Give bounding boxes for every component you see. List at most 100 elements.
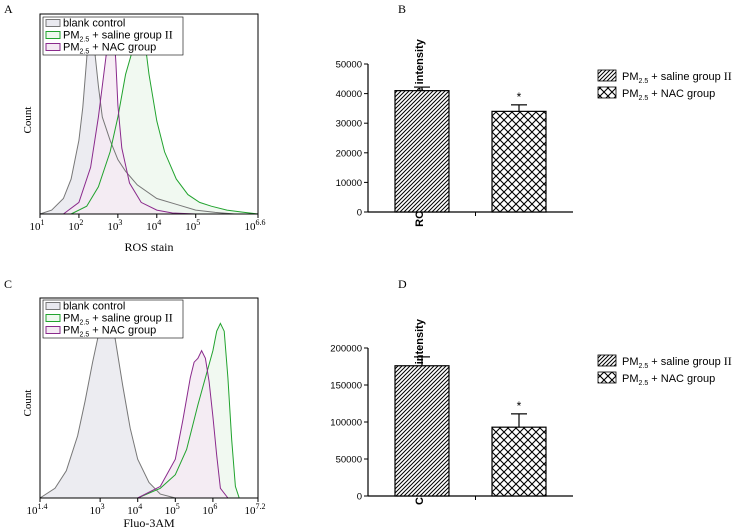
histogram-c-frame xyxy=(39,297,259,499)
hist-a-tick-label: 101 xyxy=(30,218,45,233)
bar-b-nac xyxy=(491,110,547,213)
bar-b-y-tick-label: 20000 xyxy=(336,148,362,159)
legend-d-nac-label: PM2.5 + NAC group xyxy=(622,373,715,387)
bar-d-y-tick-label: 200000 xyxy=(330,344,362,355)
legend-a-swatch-blank xyxy=(45,19,61,27)
legend-d-swatch-nac xyxy=(597,371,617,384)
bar-b-y-tick-label: 0 xyxy=(357,208,362,219)
legend-a-nac-pm: PM xyxy=(63,42,80,54)
histogram-a-frame xyxy=(39,13,259,215)
hist-c-tick-label: 103 xyxy=(90,502,105,517)
legend-c-swatch-nac xyxy=(45,326,61,334)
hist-c-line-nac xyxy=(137,349,229,499)
legend-a-nac-label: PM2.5 + NAC group xyxy=(63,42,156,56)
bar-b-plot: 0 10000 20000 30000 40000 50000 * xyxy=(336,60,573,219)
legend-a-nac-sub: 2.5 xyxy=(80,49,90,56)
legend-d-saline-sub: 2.5 xyxy=(639,363,649,370)
legend-d-saline-suffix: + saline group xyxy=(648,356,724,368)
legend-d-nac-suffix: + NAC group xyxy=(648,373,715,385)
bar-d-plot: 0 50000 100000 150000 200000 * xyxy=(330,344,573,503)
legend-b-saline-sub: 2.5 xyxy=(639,78,649,85)
legend-a-blank-label: blank control xyxy=(63,18,125,30)
legend-b-nac-sub: 2.5 xyxy=(639,95,649,102)
histogram-a-y-label: Count xyxy=(22,107,34,134)
legend-c-blank-label: blank control xyxy=(63,301,125,313)
legend-a-saline-suffix: + saline group xyxy=(89,30,165,42)
legend-d-saline-label: PM2.5 + saline group II xyxy=(622,354,732,370)
legend-b-swatch-nac xyxy=(597,86,617,99)
histogram-c-x-label: Fluo-3AM xyxy=(123,516,175,530)
legend-d-saline-roman: II xyxy=(724,354,732,368)
legend-c-nac-label: PM2.5 + NAC group xyxy=(63,325,156,339)
hist-c-fill-blank xyxy=(40,305,176,498)
histogram-a-x-ticks: 101 102 103 104 105 106.6 xyxy=(30,214,266,233)
histogram-a-curves xyxy=(39,21,259,215)
panel-label-c: C xyxy=(4,277,12,291)
legend-b-saline-pm: PM xyxy=(622,71,639,83)
legend-c-saline-suffix: + saline group xyxy=(89,313,165,325)
legend-c-saline-roman: II xyxy=(165,311,173,325)
bar-d-legend: PM2.5 + saline group II PM2.5 + NAC grou… xyxy=(597,354,732,387)
legend-d-nac-sub: 2.5 xyxy=(639,380,649,387)
legend-a-saline-label: PM2.5 + saline group II xyxy=(63,28,173,44)
histogram-a-x-label: ROS stain xyxy=(124,240,173,254)
histogram-panel-c: 101.4 103 104 105 106 107.2 Count Fluo-3AM bl… xyxy=(22,297,266,530)
hist-c-tick-label: 105 xyxy=(165,502,180,517)
legend-a-saline-roman: II xyxy=(165,28,173,42)
legend-b-saline-label: PM2.5 + saline group II xyxy=(622,69,732,85)
panel-label-d: D xyxy=(398,277,407,291)
legend-c-nac-sub: 2.5 xyxy=(80,332,90,339)
hist-a-tick-label: 106.6 xyxy=(245,218,266,233)
histogram-c-y-label: Count xyxy=(22,390,34,417)
legend-c-swatch-blank xyxy=(45,302,61,310)
bar-d-y-tick-label: 50000 xyxy=(336,455,362,466)
legend-a-nac-suffix: + NAC group xyxy=(89,42,156,54)
bar-b-y-tick-label: 10000 xyxy=(336,178,362,189)
legend-b-saline-roman: II xyxy=(724,69,732,83)
histogram-c-legend-box xyxy=(42,299,184,339)
legend-c-blank-text: blank control xyxy=(63,301,125,313)
bar-panel-d: Ca2+ average fluorescence intensity 0500… xyxy=(330,318,731,505)
legend-a-saline-pm: PM xyxy=(63,30,80,42)
hist-a-tick-label: 105 xyxy=(185,218,200,233)
legend-c-nac-suffix: + NAC group xyxy=(89,325,156,337)
bar-b-y-tick-label: 40000 xyxy=(336,89,362,100)
histogram-a-legend-box xyxy=(42,16,184,56)
hist-a-tick-label: 102 xyxy=(68,218,83,233)
legend-c-nac-pm: PM xyxy=(63,325,80,337)
hist-c-tick-label: 104 xyxy=(127,502,142,517)
hist-a-fill-blank xyxy=(40,23,235,215)
histogram-c-legend: blank control PM2.5 + saline group II PM… xyxy=(42,299,184,339)
legend-c-saline-sub: 2.5 xyxy=(80,320,90,327)
legend-b-swatch-saline xyxy=(597,69,617,82)
bar-b-y-tick-label: 50000 xyxy=(336,60,362,71)
legend-c-saline-label: PM2.5 + saline group II xyxy=(63,311,173,327)
hist-a-line-blank xyxy=(39,23,235,215)
legend-a-swatch-nac xyxy=(45,43,61,51)
legend-a-swatch-saline xyxy=(45,31,61,39)
legend-b-nac-label: PM2.5 + NAC group xyxy=(622,88,715,102)
hist-a-tick-label: 103 xyxy=(107,218,122,233)
bar-d-nac xyxy=(491,426,547,497)
bar-d-significance-nac: * xyxy=(517,399,522,413)
bar-d-y-tick-label: 0 xyxy=(357,492,362,503)
hist-a-tick-label: 104 xyxy=(146,218,161,233)
bar-b-y-tick-label: 30000 xyxy=(336,119,362,130)
hist-c-tick-label: 107.2 xyxy=(245,502,266,517)
bar-panel-b: ROS average fluorescence intensity 01000… xyxy=(336,38,732,227)
legend-a-saline-sub: 2.5 xyxy=(80,37,90,44)
bar-b-legend: PM2.5 + saline group II PM2.5 + NAC grou… xyxy=(597,69,732,102)
bar-d-y-tick-label: 150000 xyxy=(330,381,362,392)
legend-c-swatch-saline xyxy=(45,314,61,322)
legend-b-saline-suffix: + saline group xyxy=(648,71,724,83)
bar-d-saline xyxy=(394,365,450,497)
legend-a-blank-text: blank control xyxy=(63,18,125,30)
histogram-panel-a: 101 102 103 104 105 106.6 Count ROS stain bla… xyxy=(22,13,266,254)
bar-b-significance-nac: * xyxy=(517,90,522,104)
hist-a-fill-nac xyxy=(63,23,196,215)
bar-d-y-tick-label: 100000 xyxy=(330,418,362,429)
legend-d-swatch-saline xyxy=(597,354,617,367)
legend-b-nac-pm: PM xyxy=(622,88,639,100)
bar-b-saline xyxy=(394,90,450,213)
